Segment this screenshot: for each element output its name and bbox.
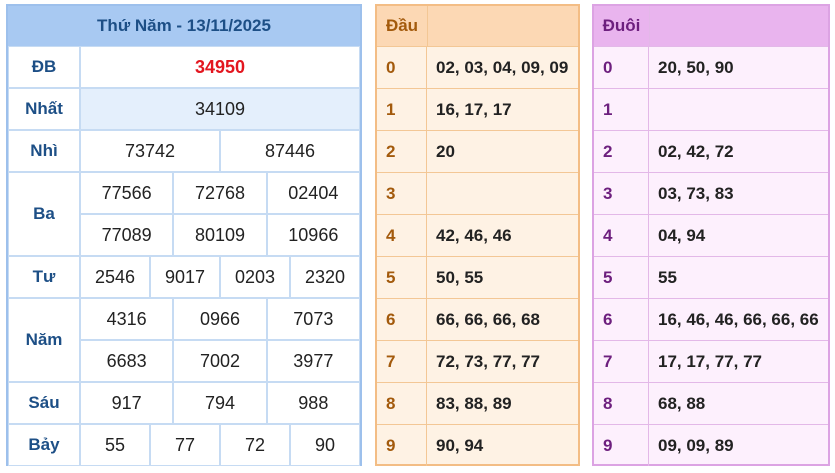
digit: 9 <box>377 424 427 466</box>
prize-number: 7073 <box>266 298 360 340</box>
prize-number: 2320 <box>290 256 360 298</box>
numbers <box>427 172 578 214</box>
numbers: 68, 88 <box>649 382 828 424</box>
prize-number: 72 <box>220 424 290 466</box>
prize-number: 794 <box>173 382 267 424</box>
digit: 0 <box>377 46 427 88</box>
header-title: Đầu <box>377 6 427 46</box>
digit: 7 <box>594 340 649 382</box>
numbers: 02, 42, 72 <box>649 130 828 172</box>
numbers: 66, 66, 66, 68 <box>427 298 578 340</box>
digit: 0 <box>594 46 649 88</box>
numbers: 16, 46, 46, 66, 66, 66 <box>649 298 828 340</box>
digit: 2 <box>377 130 427 172</box>
prize-number: 0203 <box>220 256 290 298</box>
prize-number: 3977 <box>266 340 360 382</box>
digit: 6 <box>377 298 427 340</box>
prize-number: 7002 <box>173 340 267 382</box>
numbers: 50, 55 <box>427 256 578 298</box>
numbers: 04, 94 <box>649 214 828 256</box>
digit: 7 <box>377 340 427 382</box>
tail-table: Đuôi 0 20, 50, 90 1 2 02, 42, 72 3 03, 73, 83 4 0… <box>592 4 830 466</box>
prize-number: 72768 <box>173 172 267 214</box>
prize-number: 55 <box>80 424 150 466</box>
header-title: Đuôi <box>594 6 649 46</box>
prize-number: 87446 <box>220 130 360 172</box>
prize-label: Nhất <box>8 88 80 130</box>
numbers: 17, 17, 77, 77 <box>649 340 828 382</box>
numbers: 20, 50, 90 <box>649 46 828 88</box>
digit: 5 <box>594 256 649 298</box>
prize-number: 34950 <box>80 46 360 88</box>
title: Thứ Năm - 13/11/2025 <box>8 6 360 46</box>
digit: 5 <box>377 256 427 298</box>
head-table: Đầu 0 02, 03, 04, 09, 09 1 16, 17, 17 2 20 3 4 42… <box>375 4 580 466</box>
numbers: 83, 88, 89 <box>427 382 578 424</box>
digit: 3 <box>377 172 427 214</box>
numbers <box>649 88 828 130</box>
prize-number: 917 <box>80 382 174 424</box>
prize-number: 4316 <box>80 298 174 340</box>
prize-label: Sáu <box>8 382 80 424</box>
numbers: 09, 09, 89 <box>649 424 828 466</box>
prize-label: Tư <box>8 256 80 298</box>
prize-label: Ba <box>8 172 80 256</box>
prize-number: 77566 <box>80 172 174 214</box>
prize-label: ĐB <box>8 46 80 88</box>
prize-number: 34109 <box>80 88 360 130</box>
numbers: 20 <box>427 130 578 172</box>
prize-number: 77089 <box>80 214 174 256</box>
prize-number: 80109 <box>173 214 267 256</box>
digit: 3 <box>594 172 649 214</box>
numbers: 42, 46, 46 <box>427 214 578 256</box>
prize-number: 02404 <box>266 172 360 214</box>
prize-number: 73742 <box>80 130 220 172</box>
digit: 8 <box>594 382 649 424</box>
digit: 9 <box>594 424 649 466</box>
digit: 2 <box>594 130 649 172</box>
prize-number: 2546 <box>80 256 150 298</box>
numbers: 16, 17, 17 <box>427 88 578 130</box>
prize-label: Bảy <box>8 424 80 466</box>
digit: 1 <box>377 88 427 130</box>
header-spacer <box>427 6 578 46</box>
digit: 6 <box>594 298 649 340</box>
numbers: 72, 73, 77, 77 <box>427 340 578 382</box>
results-table: Thứ Năm - 13/11/2025 ĐB 34950 Nhất 34109 Nhì 7… <box>6 4 362 466</box>
digit: 4 <box>594 214 649 256</box>
header-spacer <box>649 6 828 46</box>
prize-number: 10966 <box>266 214 360 256</box>
prize-number: 9017 <box>150 256 220 298</box>
prize-number: 77 <box>150 424 220 466</box>
digit: 4 <box>377 214 427 256</box>
numbers: 02, 03, 04, 09, 09 <box>427 46 578 88</box>
numbers: 55 <box>649 256 828 298</box>
digit: 1 <box>594 88 649 130</box>
digit: 8 <box>377 382 427 424</box>
prize-label: Năm <box>8 298 80 382</box>
prize-number: 6683 <box>80 340 174 382</box>
numbers: 90, 94 <box>427 424 578 466</box>
prize-label: Nhì <box>8 130 80 172</box>
prize-number: 988 <box>266 382 360 424</box>
prize-number: 0966 <box>173 298 267 340</box>
numbers: 03, 73, 83 <box>649 172 828 214</box>
prize-number: 90 <box>290 424 360 466</box>
